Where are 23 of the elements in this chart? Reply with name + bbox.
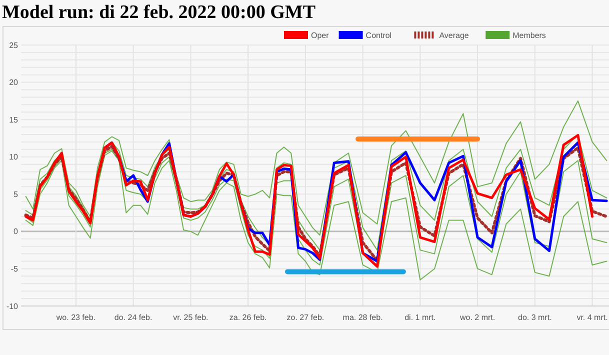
- legend-label: Control: [366, 30, 392, 40]
- y-tick-label: 10: [9, 152, 19, 162]
- y-tick-label: 25: [9, 40, 19, 50]
- x-tick-label: za. 26 feb.: [229, 313, 267, 322]
- y-tick-label: -10: [6, 302, 19, 311]
- x-tick-label: do. 24 feb.: [114, 313, 152, 322]
- x-tick-label: zo. 27 feb.: [286, 313, 324, 322]
- x-tick-label: vr. 4 mrt.: [576, 313, 608, 322]
- x-tick-label: di. 1 mrt.: [404, 313, 436, 322]
- legend-label: Members: [512, 30, 546, 40]
- x-tick-label: do. 3 mrt.: [518, 313, 552, 322]
- legend-label: Oper: [311, 30, 330, 40]
- x-tick-label: vr. 25 feb.: [173, 313, 208, 322]
- chart-title: Model run: di 22 feb. 2022 00:00 GMT: [2, 2, 316, 23]
- legend-label: Average: [439, 30, 470, 40]
- y-tick-label: 15: [9, 115, 19, 124]
- x-tick-label: ma. 28 feb.: [342, 313, 383, 322]
- y-tick-label: 5: [14, 190, 19, 199]
- x-tick-label: wo. 2 mrt.: [458, 313, 496, 322]
- x-tick-label: wo. 23 feb.: [55, 313, 96, 322]
- y-tick-label: 20: [9, 78, 19, 88]
- y-tick-label: -5: [10, 264, 19, 274]
- y-tick-label: 0: [14, 227, 19, 236]
